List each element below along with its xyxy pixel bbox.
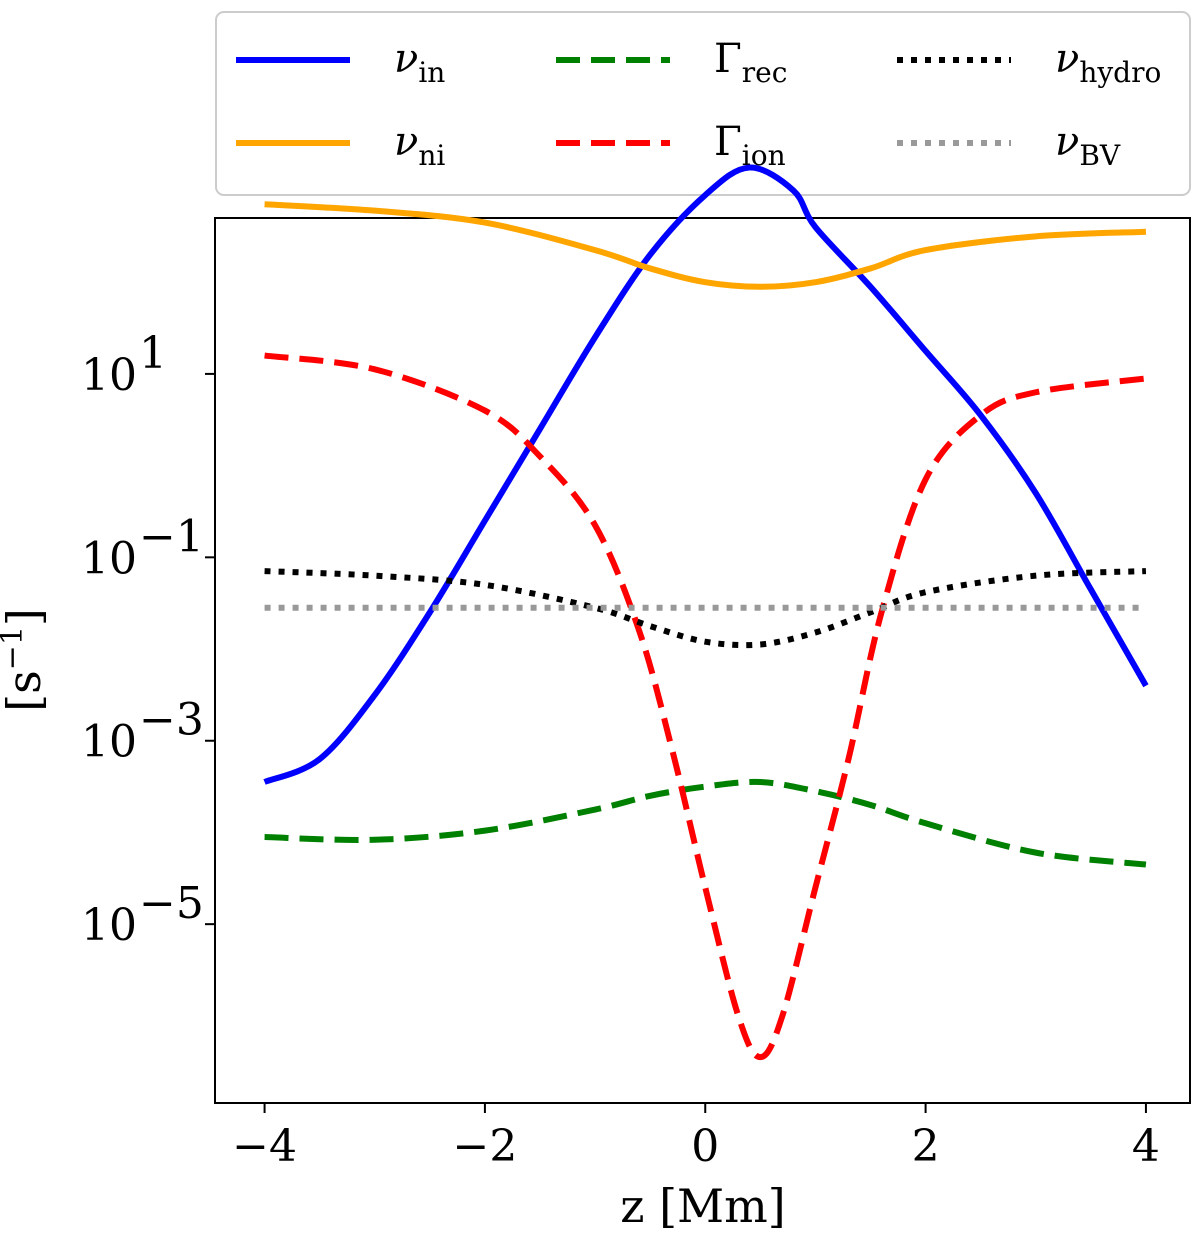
y-axis-label-base: [s: [0, 670, 51, 712]
series-layer: [263, 164, 1149, 1061]
x-axis-ticks: −4 −2 0 2 4: [232, 1103, 1160, 1172]
legend-label-gamma-ion: Γion: [714, 119, 786, 172]
y-tick-label: 10: [81, 533, 137, 584]
y-tick-label: 10: [81, 350, 137, 401]
y-axis-label-close: ]: [0, 608, 51, 626]
x-tick-label: −4: [232, 1121, 297, 1172]
y-tick-exponent: −1: [139, 511, 204, 562]
legend-label-gamma-rec: Γrec: [714, 36, 787, 89]
series-line-nu-hydro: [264, 568, 1147, 649]
svg-text:[s−1]: [s−1]: [0, 608, 51, 712]
series-line-nu-in: [263, 164, 1149, 785]
series-line-gamma-ion: [264, 352, 1147, 1061]
y-tick-exponent: −3: [139, 695, 204, 746]
legend-label-nu-bv: νBV: [1055, 119, 1121, 172]
y-axis-label: [s−1]: [0, 608, 51, 712]
x-tick-label: 0: [691, 1121, 719, 1172]
series-line-nu-ni: [264, 201, 1147, 290]
y-tick-label: 10: [81, 717, 137, 768]
x-tick-label: 4: [1132, 1121, 1160, 1172]
y-tick-exponent: 1: [139, 328, 167, 379]
plot-area: [214, 217, 1191, 1104]
y-axis-label-exp: −1: [0, 626, 30, 670]
legend-box: [215, 11, 1191, 196]
legend-label-nu-ni: νni: [394, 119, 445, 172]
legend-label-nu-in: νin: [394, 36, 445, 89]
series-line-gamma-rec: [264, 778, 1147, 868]
x-tick-label: 2: [912, 1121, 940, 1172]
legend: νin νni Γrec Γion νhydro νBV: [236, 36, 1161, 172]
legend-label-nu-hydro: νhydro: [1055, 36, 1161, 89]
x-axis-label: z [Mm]: [620, 1179, 785, 1233]
y-tick-label: 10: [81, 900, 137, 951]
x-tick-label: −2: [452, 1121, 517, 1172]
y-tick-exponent: −5: [139, 878, 204, 929]
